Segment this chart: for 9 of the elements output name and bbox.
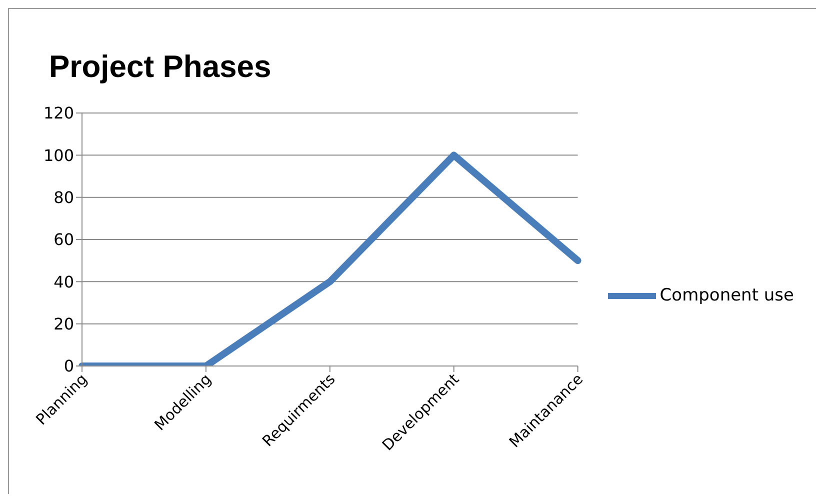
y-tick-label: 80 bbox=[54, 188, 74, 208]
y-tick-label: 20 bbox=[54, 314, 74, 334]
y-tick-label: 0 bbox=[64, 356, 74, 376]
y-tick-label: 40 bbox=[54, 272, 74, 292]
y-tick-label: 60 bbox=[54, 230, 74, 250]
chart-title: Project Phases bbox=[49, 49, 272, 85]
legend-label: Component use bbox=[660, 286, 794, 306]
y-tick-label: 100 bbox=[43, 146, 74, 165]
y-tick-label: 120 bbox=[43, 104, 74, 123]
